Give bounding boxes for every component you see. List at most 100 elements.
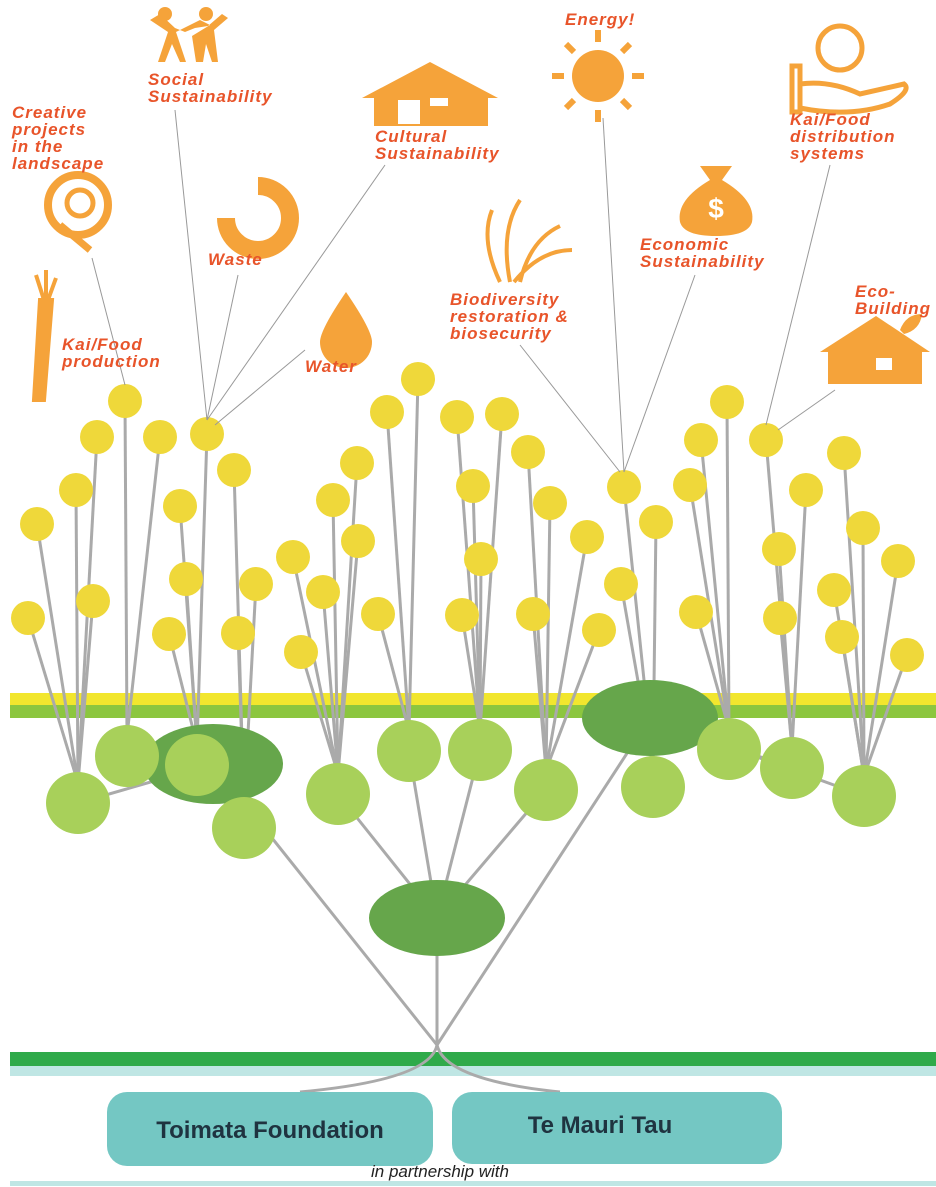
stem (862, 560, 900, 777)
leaf-node (152, 617, 186, 651)
stem (725, 401, 731, 730)
recycle-icon (217, 177, 299, 259)
leaf-node (217, 453, 251, 487)
apple-hand-icon (789, 23, 909, 115)
branch-node (582, 680, 718, 756)
stem (861, 527, 866, 777)
leaf-node (306, 575, 340, 609)
stem (544, 536, 589, 771)
twig-node (165, 734, 229, 796)
theme-label: Economic (640, 235, 729, 254)
theme-label: Kai/Food (62, 335, 143, 354)
stem (376, 613, 411, 732)
branch-node (369, 880, 505, 956)
ground-band (10, 1052, 936, 1066)
icons: $ (31, 7, 930, 402)
stem (460, 614, 482, 731)
leaf-node (143, 420, 177, 454)
stem (790, 489, 808, 749)
leaf-node (485, 397, 519, 431)
house-icon (362, 62, 498, 126)
root (299, 1044, 561, 1094)
leaf-node (673, 468, 707, 502)
leader-line (602, 117, 625, 473)
leaf-node (340, 446, 374, 480)
leaf-node (445, 598, 479, 632)
twig-node (832, 765, 896, 827)
stem (321, 591, 340, 775)
eco-house-icon (820, 314, 930, 384)
theme-label: projects (11, 120, 86, 139)
theme-label: Sustainability (148, 87, 273, 106)
partner-box (107, 1092, 433, 1166)
leaf-node (679, 595, 713, 629)
stem (336, 540, 360, 775)
stem (74, 489, 80, 784)
theme-label: Sustainability (640, 252, 765, 271)
twig-node (212, 797, 276, 859)
stem (385, 411, 411, 732)
leaf-node (763, 601, 797, 635)
leader-line (214, 349, 306, 426)
leader-line (777, 389, 836, 431)
theme-label: Cultural (375, 127, 448, 146)
theme-label: restoration & (450, 307, 569, 326)
ground-band (10, 1181, 936, 1186)
leaf-node (827, 436, 861, 470)
stem (778, 617, 794, 749)
twig-node (448, 719, 512, 781)
theme-label: Water (305, 357, 357, 376)
theme-label: in the (12, 137, 63, 156)
leaf-node (341, 524, 375, 558)
partner-box (452, 1092, 782, 1164)
leaf-node (464, 542, 498, 576)
stem (544, 629, 601, 771)
theme-label: Building (855, 299, 931, 318)
leaf-node (276, 540, 310, 574)
branch (435, 717, 652, 1046)
leaf-node (163, 489, 197, 523)
leaf-node (607, 470, 641, 504)
leader-line (206, 274, 239, 421)
leaf-node (825, 620, 859, 654)
partner-name: Toimata Foundation (156, 1117, 384, 1144)
tree (11, 362, 924, 1094)
twig-node (377, 720, 441, 782)
leaf-node (533, 486, 567, 520)
twig-node (306, 763, 370, 825)
stem (184, 578, 199, 746)
theme-label: Sustainability (375, 144, 500, 163)
leader-line (91, 257, 126, 386)
stem (478, 558, 483, 731)
stem (291, 556, 340, 775)
stem (123, 400, 129, 737)
leaf-node (881, 544, 915, 578)
partner-name: Te Mauri Tau (528, 1112, 672, 1139)
stem (407, 378, 420, 732)
theme-label: Biodiversity (450, 290, 560, 309)
leaf-node (582, 613, 616, 647)
leader-line (519, 344, 621, 473)
ground-band (10, 1066, 936, 1076)
leaf-node (401, 362, 435, 396)
leaf-node (20, 507, 54, 541)
theme-label: Waste (208, 250, 263, 269)
leader-line (765, 164, 831, 426)
leaf-node (789, 473, 823, 507)
twig-node (46, 772, 110, 834)
leaf-node (11, 601, 45, 635)
stem (299, 651, 340, 775)
leaf-node (639, 505, 673, 539)
ground-band (10, 705, 936, 718)
stem (35, 523, 80, 784)
theme-label: Social (148, 70, 204, 89)
carrot-icon (31, 270, 58, 402)
stem (125, 436, 162, 737)
theme-label: Energy! (565, 10, 635, 29)
leaf-node (762, 532, 796, 566)
twig-node (514, 759, 578, 821)
leaf-node (108, 384, 142, 418)
twig-node (95, 725, 159, 787)
